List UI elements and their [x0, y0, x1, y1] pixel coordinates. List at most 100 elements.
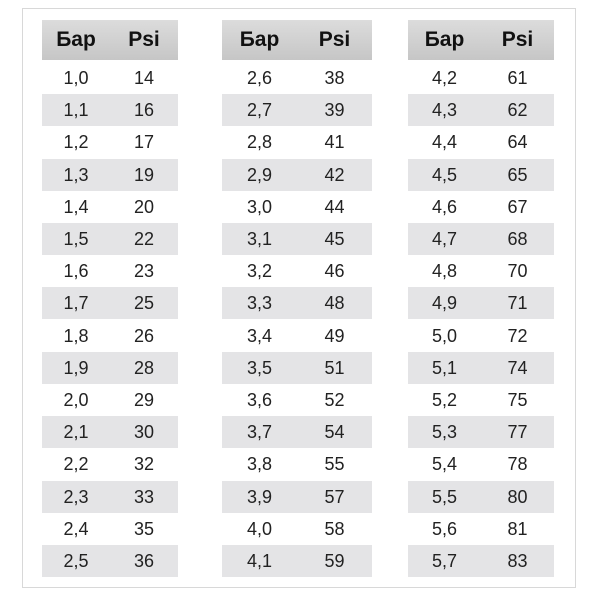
table-cell: 64 [507, 132, 528, 153]
table-cell: 33 [133, 486, 155, 507]
table-cell: 67 [507, 196, 528, 217]
table-row: 2,4 35 [42, 513, 178, 545]
table-cell: 65 [507, 164, 528, 185]
table-cell: 70 [507, 261, 528, 282]
table-cell: 51 [324, 357, 345, 378]
table-row: 5,0 72 [408, 320, 554, 352]
table-row: 3,5 51 [222, 351, 372, 384]
table-cell: 80 [507, 486, 528, 507]
table-row: 3,4 49 [222, 320, 372, 352]
table-cell: 78 [507, 454, 528, 475]
table-cell: 2,8 [246, 132, 273, 153]
table-row: 3,2 46 [222, 255, 372, 287]
table-cell: 55 [324, 454, 345, 475]
table-row: 1,6 23 [42, 255, 178, 287]
table-cell: 32 [133, 454, 155, 475]
table-cell: 2,4 [63, 518, 89, 539]
table-cell: 5,5 [431, 486, 458, 507]
header-cell: Бар [56, 28, 96, 51]
table-cell: 1,7 [63, 293, 89, 314]
table-row: 5,7 83 [408, 545, 554, 577]
table-cell: 71 [507, 293, 528, 314]
table-row: 2,8 41 [222, 126, 372, 158]
table-cell: 5,1 [431, 357, 458, 378]
header-cell: Psi [318, 28, 351, 51]
table-cell: 44 [324, 196, 345, 217]
table-cell: 17 [133, 132, 155, 153]
table-cell: 22 [133, 229, 155, 249]
table-cell: 4,9 [431, 293, 458, 314]
table-row: 4,6 67 [408, 191, 554, 223]
table-row: 4,0 58 [222, 513, 372, 545]
table-cell: 3,8 [246, 454, 273, 475]
table-row: 4,4 64 [408, 126, 554, 158]
table-cell: 16 [133, 100, 155, 121]
table-row: 3,6 52 [222, 384, 372, 416]
table-cell: 3,9 [246, 486, 273, 507]
table-row: 3,9 57 [222, 480, 372, 513]
table-cell: 2,6 [246, 68, 273, 88]
table-row: 2,7 39 [222, 94, 372, 127]
table-cell: 68 [507, 229, 528, 249]
table-cell: 48 [324, 293, 345, 314]
table-cell: 19 [133, 164, 155, 185]
table-row: 5,3 77 [408, 416, 554, 449]
table-cell: 3,3 [246, 293, 273, 314]
table-cell: 1,2 [63, 132, 89, 153]
table-row: 4,9 71 [408, 287, 554, 320]
table-cell: 5,7 [431, 551, 458, 571]
table-cell: 2,0 [63, 390, 89, 410]
header-row: Бар Psi [42, 20, 178, 60]
table-row: 3,0 44 [222, 191, 372, 223]
table-cell: 2,9 [246, 164, 273, 185]
table-cell: 5,0 [431, 325, 458, 346]
table-row: 5,2 75 [408, 384, 554, 416]
table-row: 2,3 33 [42, 480, 178, 513]
table-cell: 1,4 [63, 196, 89, 217]
table-cell: 25 [133, 293, 155, 314]
table-cell: 81 [507, 518, 528, 539]
table-cell: 4,0 [246, 518, 273, 539]
table-cell: 14 [133, 68, 155, 88]
table-row: 1,5 22 [42, 223, 178, 255]
table-cell: 23 [133, 261, 155, 282]
table-cell: 46 [324, 261, 345, 282]
table-cell: 2,5 [63, 551, 89, 571]
header-row: Бар Psi [408, 20, 554, 60]
table-cell: 2,1 [63, 422, 89, 443]
table-row: 5,5 80 [408, 480, 554, 513]
table-row: 1,1 16 [42, 94, 178, 127]
table-row: 1,0 14 [42, 62, 178, 94]
table-cell: 83 [507, 551, 528, 571]
table-cell: 3,6 [246, 390, 273, 410]
header-cell: Psi [128, 28, 160, 51]
table-cell: 3,7 [246, 422, 273, 443]
table-row: 4,7 68 [408, 223, 554, 255]
header-cell: Бар [239, 28, 280, 51]
table-row: 3,1 45 [222, 223, 372, 255]
table-cell: 58 [324, 518, 345, 539]
table-cell: 54 [324, 422, 345, 443]
table-row: 1,4 20 [42, 191, 178, 223]
table-cell: 5,3 [431, 422, 458, 443]
table-row: 1,9 28 [42, 351, 178, 384]
table-cell: 1,8 [63, 325, 89, 346]
table-cell: 62 [507, 100, 528, 121]
table-cell: 3,2 [246, 261, 273, 282]
table-row: 2,9 42 [222, 158, 372, 191]
table-cell: 5,6 [431, 518, 458, 539]
table-cell: 57 [324, 486, 345, 507]
table-cell: 1,1 [63, 100, 89, 121]
header-cell: Psi [501, 28, 534, 51]
table-row: 5,1 74 [408, 351, 554, 384]
table-row: 5,4 78 [408, 448, 554, 480]
table-cell: 74 [507, 357, 528, 378]
table-cell: 2,2 [63, 454, 89, 475]
table-row: 1,8 26 [42, 320, 178, 352]
table-row: 1,3 19 [42, 158, 178, 191]
table-row: 2,1 30 [42, 416, 178, 449]
table-row: 2,2 32 [42, 448, 178, 480]
table-cell: 30 [133, 422, 155, 443]
